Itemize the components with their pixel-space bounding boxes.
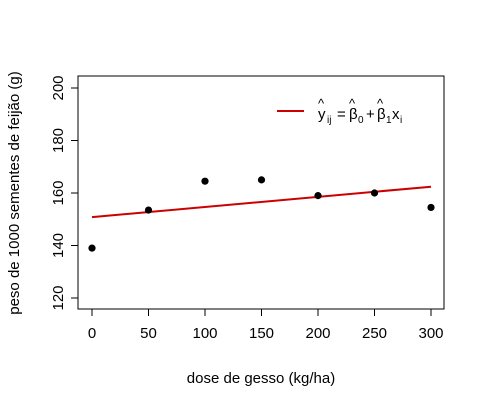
plot-area: [77, 75, 445, 310]
svg-text:i: i: [400, 115, 402, 126]
x-axis: 0 50 100 150 200 250 300: [88, 308, 444, 342]
svg-text:x: x: [392, 106, 400, 123]
svg-text:β: β: [377, 106, 386, 123]
data-points: [88, 176, 435, 252]
data-point: [88, 244, 96, 252]
y-axis-label: peso de 1000 sementes de feijão (g): [6, 71, 23, 315]
svg-text:^: ^: [349, 96, 356, 111]
svg-text:0: 0: [358, 115, 364, 126]
data-point: [427, 203, 435, 212]
data-point: [144, 206, 153, 214]
legend: y ^ ij = β ^ 0 + β ^ 1 x i: [277, 96, 402, 126]
data-point: [314, 192, 322, 200]
svg-text:+: +: [366, 106, 375, 123]
x-axis-label: dose de gesso (kg/ha): [187, 370, 335, 387]
x-tick-label: 250: [362, 325, 387, 342]
legend-label: y ^ ij = β ^ 0 + β ^ 1 x i: [318, 96, 402, 126]
data-point: [257, 176, 266, 184]
y-tick-label: 160: [50, 180, 67, 205]
svg-text:1: 1: [386, 115, 392, 126]
data-point: [201, 177, 209, 185]
data-point: [370, 189, 379, 197]
svg-text:=: =: [337, 106, 346, 123]
x-tick-label: 150: [249, 325, 274, 342]
svg-text:^: ^: [318, 96, 325, 111]
x-tick-label: 200: [305, 325, 330, 342]
x-tick-label: 50: [140, 325, 157, 342]
svg-text:y: y: [318, 106, 326, 123]
x-tick-label: 300: [418, 325, 443, 342]
y-tick-label: 180: [50, 128, 67, 153]
plot-frame: [77, 75, 445, 310]
fit-line: [91, 185, 432, 219]
y-tick-label: 120: [50, 285, 67, 310]
x-tick-label: 100: [192, 325, 217, 342]
y-axis: 120 140 160 180 200: [50, 75, 79, 311]
y-tick-label: 140: [50, 233, 67, 258]
y-tick-label: 200: [50, 75, 67, 100]
svg-text:ij: ij: [327, 115, 331, 126]
svg-text:^: ^: [377, 96, 384, 111]
x-tick-label: 0: [88, 325, 96, 342]
svg-text:β: β: [349, 106, 358, 123]
